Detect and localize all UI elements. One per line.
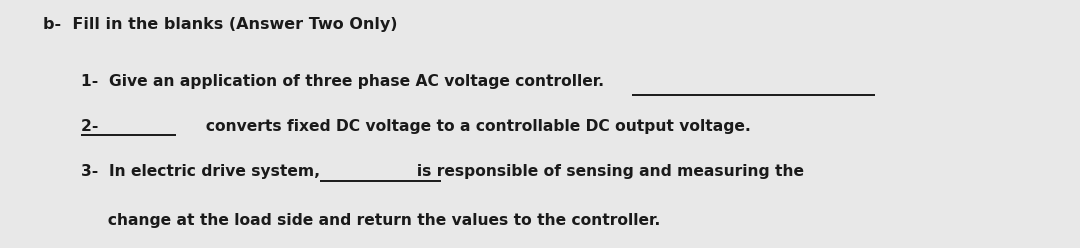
Text: b-  Fill in the blanks (Answer Two Only): b- Fill in the blanks (Answer Two Only) (43, 17, 397, 32)
Text: 2-                    converts fixed DC voltage to a controllable DC output volt: 2- converts fixed DC voltage to a contro… (81, 119, 751, 134)
Text: 3-  In electric drive system,                  is responsible of sensing and mea: 3- In electric drive system, is responsi… (81, 164, 804, 179)
Text: 1-  Give an application of three phase AC voltage controller.: 1- Give an application of three phase AC… (81, 74, 604, 89)
Text: change at the load side and return the values to the controller.: change at the load side and return the v… (81, 213, 660, 228)
